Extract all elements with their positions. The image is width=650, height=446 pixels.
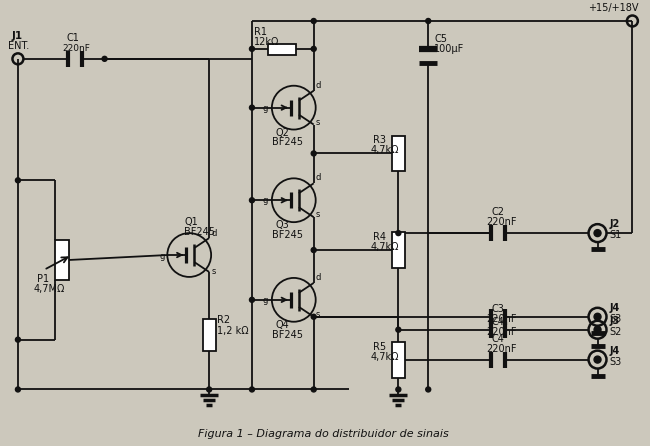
Text: +15/+18V: +15/+18V (588, 3, 638, 13)
Circle shape (16, 337, 20, 342)
Circle shape (594, 230, 601, 236)
Circle shape (311, 151, 316, 156)
Text: 220nF: 220nF (486, 343, 517, 354)
Bar (203, 319, 216, 351)
Text: S3: S3 (610, 356, 622, 367)
Circle shape (250, 387, 254, 392)
Text: 220nF: 220nF (486, 326, 517, 337)
Text: R3: R3 (374, 136, 387, 145)
Text: C5: C5 (434, 34, 447, 44)
Text: 220nF: 220nF (486, 314, 517, 324)
Text: J4: J4 (610, 303, 619, 313)
Text: C1: C1 (67, 33, 79, 43)
Text: 12kΩ: 12kΩ (254, 37, 280, 47)
Text: R1: R1 (254, 27, 267, 37)
Text: Q3: Q3 (276, 220, 290, 230)
Text: BF245: BF245 (272, 230, 303, 240)
Circle shape (426, 387, 431, 392)
Text: 4,7MΩ: 4,7MΩ (34, 284, 65, 294)
Circle shape (311, 248, 316, 252)
Circle shape (396, 231, 401, 235)
Circle shape (250, 297, 254, 302)
Text: J2: J2 (610, 219, 619, 229)
Bar (268, 44, 296, 55)
Text: R4: R4 (374, 232, 387, 242)
Bar (393, 136, 406, 171)
Text: d: d (316, 273, 321, 282)
Text: s: s (316, 118, 320, 127)
Text: 4,7kΩ: 4,7kΩ (370, 351, 399, 362)
Text: s: s (211, 267, 216, 276)
Circle shape (311, 387, 316, 392)
Text: s: s (316, 310, 320, 319)
Circle shape (102, 56, 107, 61)
Circle shape (594, 356, 601, 363)
Circle shape (396, 327, 401, 332)
Text: 220nF: 220nF (486, 217, 517, 227)
Text: s: s (316, 210, 320, 219)
Text: C4: C4 (492, 317, 505, 327)
Text: d: d (211, 229, 216, 238)
Text: J4: J4 (610, 346, 619, 355)
Text: 220nF: 220nF (63, 44, 90, 53)
Text: S3: S3 (610, 314, 622, 324)
Text: Q4: Q4 (276, 320, 290, 330)
Circle shape (594, 313, 601, 320)
Bar (393, 342, 406, 377)
Text: BF245: BF245 (272, 330, 303, 340)
Circle shape (207, 387, 212, 392)
Circle shape (396, 387, 401, 392)
Text: Figura 1 – Diagrama do distribuidor de sinais: Figura 1 – Diagrama do distribuidor de s… (198, 429, 449, 439)
Text: g: g (159, 252, 164, 261)
Text: C2: C2 (492, 207, 505, 217)
Text: d: d (316, 81, 321, 90)
Circle shape (16, 387, 20, 392)
Bar (393, 232, 406, 268)
Circle shape (311, 314, 316, 319)
Text: R2: R2 (217, 315, 230, 325)
Text: BF245: BF245 (184, 227, 215, 237)
Text: Q2: Q2 (276, 128, 290, 137)
Text: P1: P1 (37, 274, 49, 284)
Circle shape (311, 18, 316, 24)
Text: J1: J1 (12, 31, 23, 41)
Circle shape (250, 198, 254, 203)
Text: ENT.: ENT. (8, 41, 29, 51)
Text: C4: C4 (492, 334, 505, 344)
Text: C3: C3 (492, 304, 505, 314)
Text: BF245: BF245 (272, 137, 303, 148)
Text: 4,7kΩ: 4,7kΩ (370, 242, 399, 252)
Circle shape (426, 18, 431, 24)
Circle shape (16, 178, 20, 183)
Text: 100μF: 100μF (434, 44, 465, 54)
Text: J3: J3 (610, 316, 619, 326)
Text: g: g (263, 103, 268, 113)
Circle shape (311, 46, 316, 51)
Text: 4,7kΩ: 4,7kΩ (370, 145, 399, 156)
Text: d: d (316, 173, 321, 182)
Circle shape (250, 105, 254, 110)
Text: R5: R5 (374, 342, 387, 351)
Text: S1: S1 (610, 230, 622, 240)
Bar (55, 240, 69, 280)
Text: g: g (263, 196, 268, 205)
Circle shape (250, 46, 254, 51)
Text: g: g (263, 296, 268, 305)
Text: S2: S2 (610, 326, 622, 337)
Circle shape (594, 326, 601, 333)
Text: Q1: Q1 (184, 217, 198, 227)
Text: 1,2 kΩ: 1,2 kΩ (217, 326, 249, 336)
